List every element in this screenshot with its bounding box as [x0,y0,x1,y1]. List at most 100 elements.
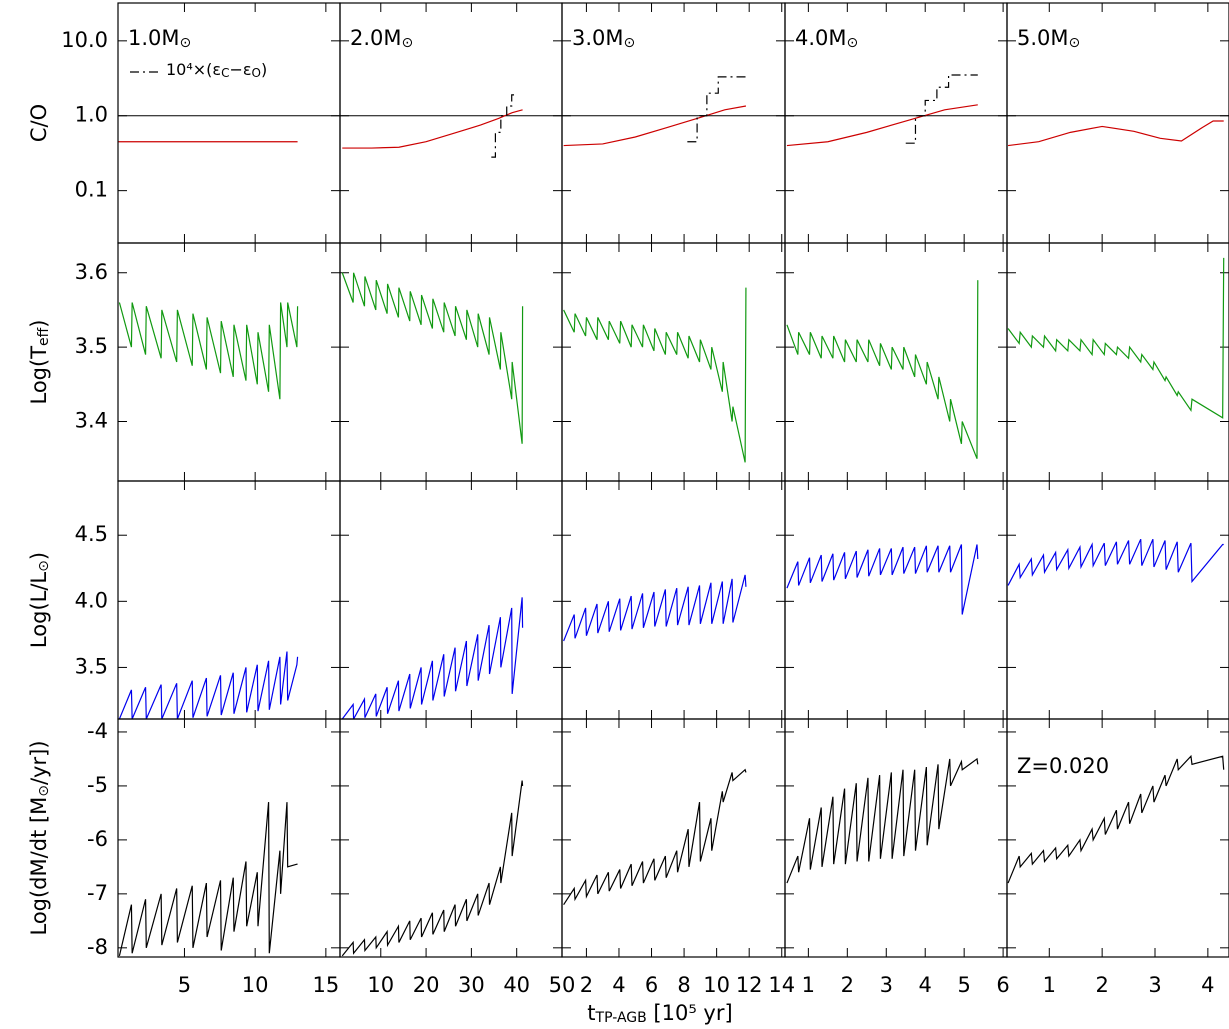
y-axis-label: C/O [27,104,51,142]
label-subscript: ⊙ [180,35,192,51]
y-tick-label: -7 [87,881,108,905]
panel-frame [784,242,1008,482]
x-tick-label: 6 [645,973,658,997]
x-tick-label: 5 [178,973,191,997]
line [342,109,523,149]
x-tick-label: 40 [503,973,530,997]
label-subscript: ⊙ [36,785,52,797]
y-tick-label: 4.5 [75,522,108,546]
label-subscript: ⊙ [1069,35,1081,51]
label-part: Log(L/L [27,572,51,648]
x-tick-label: 10 [703,973,730,997]
panel-title: 2.0M⊙ [350,26,413,51]
line [786,757,979,884]
x-tick-label: 1 [802,973,815,997]
x-tick-label: 10 [242,973,269,997]
x-tick-label: 6 [996,973,1009,997]
x-tick-label: 2 [1095,973,1108,997]
y-axis-label: Log(L/L⊙) [27,552,52,648]
x-tick-label: 4 [919,973,932,997]
label-subscript: C [221,66,229,80]
y-tick-label: 0.1 [75,178,108,202]
panel-title: 5.0M⊙ [1017,26,1080,51]
x-tick-label: 4 [612,973,625,997]
panel-frame [784,718,1008,958]
label-part: −ε [229,60,251,79]
y-tick-label: -4 [87,719,108,743]
y-tick-label: 3.6 [75,260,108,284]
x-tick-label: 50 [549,973,576,997]
label-part: C/O [27,104,51,142]
line [341,780,524,957]
y-tick-label: 3.5 [75,654,108,678]
line [341,597,524,719]
x-tick-label: 3 [880,973,893,997]
label-subscript: eff [36,327,52,346]
label-part: /yr]) [27,740,51,785]
label-subscript: ⊙ [624,35,636,51]
line [1007,257,1225,419]
x-tick-label: 2 [841,973,854,997]
line [563,574,747,642]
label-part: ) [261,60,267,79]
line [1007,120,1224,147]
panel-frame [117,242,341,482]
panel-frame [117,718,341,958]
label-part: 2.0M [350,26,402,50]
line [1007,538,1224,586]
label-part: 1.0M [128,26,180,50]
x-tick-label: 4 [1201,973,1214,997]
x-tick-label: 3 [1148,973,1161,997]
label-subscript: O [252,66,261,80]
line [1007,754,1225,884]
panel-frame [561,718,786,958]
y-tick-label: 4.0 [75,588,108,612]
label-subscript: TP-AGB [595,1010,647,1026]
x-tick-label: 14 [768,973,795,997]
y-axis-label: Log(Teff) [27,320,52,405]
y-tick-label: 3.4 [75,409,108,433]
panel-frame [561,242,786,482]
x-tick-label: 12 [736,973,763,997]
line [118,802,298,957]
y-axis-label: Log(dM/dt [M⊙/yr]) [27,740,52,935]
line [563,105,747,147]
label-subscript: ⊙ [402,35,414,51]
dash-dot-line [687,76,746,143]
x-tick-label: 8 [677,973,690,997]
line [786,544,979,615]
label-part: 10⁴×(ε [166,60,221,79]
panel-frame [339,480,563,720]
dash-dot-line [491,94,518,158]
x-tick-label: 30 [458,973,485,997]
x-tick-label: 2 [580,973,593,997]
label-part: Log(dM/dt [M [27,797,51,936]
label-part: 4.0M [795,26,847,50]
line [563,768,747,905]
panel-frame [339,718,563,958]
y-tick-label: -8 [87,935,108,959]
panel-frame [339,242,563,482]
y-tick-label: 3.5 [75,334,108,358]
x-tick-label: 1 [1043,973,1056,997]
panel-title: 4.0M⊙ [795,26,858,51]
panel-frame [117,480,341,720]
line [118,651,299,719]
label-part: Log(T [27,346,51,405]
y-tick-label: 10.0 [61,28,108,52]
label-part: [10⁵ yr] [647,1001,733,1025]
label-part: 3.0M [572,26,624,50]
y-tick-label: -6 [87,827,108,851]
y-tick-label: -5 [87,773,108,797]
label-subscript: ⊙ [847,35,859,51]
annotation: Z=0.020 [1017,754,1109,778]
panel-frame [1006,480,1229,720]
panel-frame [1006,242,1229,482]
x-axis-label: tTP-AGB [10⁵ yr] [587,1001,732,1026]
y-tick-label: 1.0 [75,103,108,127]
panel-title: 1.0M⊙ [128,26,191,51]
label-part: ) [27,552,51,560]
dash-dot-line [905,74,978,144]
